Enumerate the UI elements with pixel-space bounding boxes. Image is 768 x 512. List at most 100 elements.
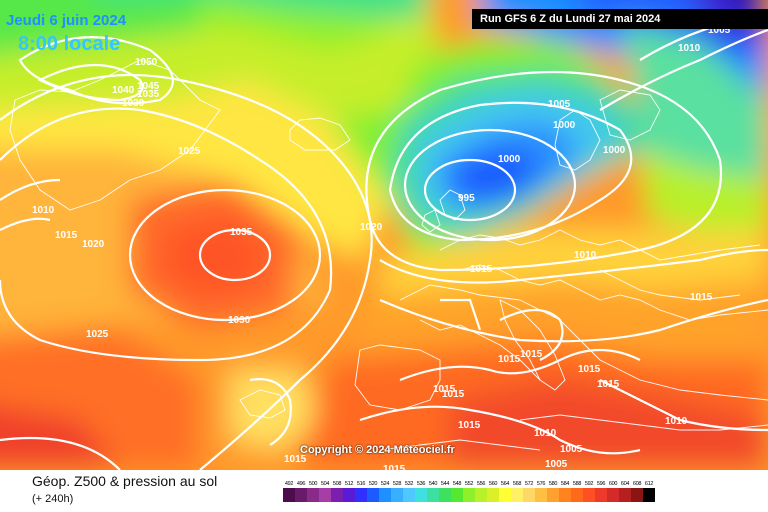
legend-swatch: [535, 488, 547, 502]
legend-tick-label: 528: [392, 481, 402, 487]
isobar-label: 1050: [135, 57, 158, 68]
legend-cell: 596: [595, 480, 607, 502]
legend-cell: 524: [379, 480, 391, 502]
legend-tick-label: 576: [536, 481, 546, 487]
legend-tick-label: 572: [524, 481, 534, 487]
legend-cell: 604: [619, 480, 631, 502]
legend-tick-label: 508: [332, 481, 342, 487]
isobar-label: 1005: [560, 444, 583, 455]
isobar-label: 1000: [603, 145, 626, 156]
legend-cell: 612: [643, 480, 655, 502]
legend-swatch: [523, 488, 535, 502]
isobar-label: 1005: [548, 99, 571, 110]
isobar-label: 1015: [433, 384, 456, 395]
forecast-time: 8:00 locale: [18, 33, 121, 55]
model-run-banner: Run GFS 6 Z du Lundi 27 mai 2024: [472, 9, 768, 29]
isobar-label: 1015: [470, 264, 493, 275]
isobar-label: 1010: [32, 205, 55, 216]
legend-cell: 560: [487, 480, 499, 502]
map-caption: Géop. Z500 & pression au sol: [32, 473, 218, 489]
legend-cell: 568: [511, 480, 523, 502]
legend-swatch: [511, 488, 523, 502]
legend-swatch: [439, 488, 451, 502]
isobar-label: 1015: [597, 379, 620, 390]
legend-tick-label: 564: [500, 481, 510, 487]
legend-cell: 532: [403, 480, 415, 502]
legend-cell: 508: [331, 480, 343, 502]
legend-cell: 572: [523, 480, 535, 502]
legend-cell: 504: [319, 480, 331, 502]
legend-tick-label: 552: [464, 481, 474, 487]
legend-swatch: [295, 488, 307, 502]
legend-tick-label: 540: [428, 481, 438, 487]
isobar-labels: 1050 1045 1040 1035 1030 1025 1010 1015 …: [32, 25, 731, 470]
copyright-notice: Copyright © 2024 Météociel.fr: [300, 444, 455, 456]
isobar-label: 1025: [178, 146, 201, 157]
isobar-label: 1015: [458, 420, 481, 431]
legend-cell: 520: [367, 480, 379, 502]
legend-cell: 580: [547, 480, 559, 502]
legend-tick-label: 516: [356, 481, 366, 487]
isobar-label: 1015: [442, 389, 465, 400]
isobar-label: 1035: [137, 89, 160, 100]
isobar-label: 1005: [545, 459, 568, 470]
isobar-label: 1000: [498, 154, 521, 165]
legend-cell: 548: [451, 480, 463, 502]
legend-tick-label: 556: [476, 481, 486, 487]
isobar-label: 1020: [82, 239, 105, 250]
legend-swatch: [343, 488, 355, 502]
weather-map: 1050 1045 1040 1035 1030 1025 1010 1015 …: [0, 0, 768, 470]
isobar-label: 1015: [498, 354, 521, 365]
legend-cell: 592: [583, 480, 595, 502]
legend-tick-label: 612: [644, 481, 654, 487]
legend-tick-label: 560: [488, 481, 498, 487]
legend-cell: 600: [607, 480, 619, 502]
legend-swatch: [583, 488, 595, 502]
legend-cell: 536: [415, 480, 427, 502]
legend-swatch: [607, 488, 619, 502]
isobar-label: 1015: [55, 230, 78, 241]
legend-swatch: [355, 488, 367, 502]
legend-swatch: [631, 488, 643, 502]
isobar-label: 1010: [678, 43, 701, 54]
isobar-label: 1000: [553, 120, 576, 131]
legend-tick-label: 600: [608, 481, 618, 487]
forecast-date: Jeudi 6 juin 2024: [6, 12, 127, 29]
legend-swatch: [415, 488, 427, 502]
legend-swatch: [475, 488, 487, 502]
legend-swatch: [331, 488, 343, 502]
legend-cell: 576: [535, 480, 547, 502]
legend-tick-label: 588: [572, 481, 582, 487]
legend-swatch: [391, 488, 403, 502]
isobar-label: 1015: [520, 349, 543, 360]
legend-swatch: [571, 488, 583, 502]
legend-cell: 608: [631, 480, 643, 502]
isobar-label: 1020: [360, 222, 383, 233]
legend-tick-label: 548: [452, 481, 462, 487]
isobar-label: 1015: [690, 292, 713, 303]
legend-cell: 540: [427, 480, 439, 502]
isobar-label: 1025: [86, 329, 109, 340]
legend-cell: 588: [571, 480, 583, 502]
legend-tick-label: 604: [620, 481, 630, 487]
isobar-label: 1015: [578, 364, 601, 375]
map-canvas: 1050 1045 1040 1035 1030 1025 1010 1015 …: [0, 0, 768, 470]
legend-tick-label: 596: [596, 481, 606, 487]
legend-cell: 492: [283, 480, 295, 502]
legend-swatch: [487, 488, 499, 502]
legend-swatch: [559, 488, 571, 502]
legend-tick-label: 544: [440, 481, 450, 487]
isobar-label: 1030: [122, 98, 145, 109]
legend-tick-label: 520: [368, 481, 378, 487]
legend-cell: 584: [559, 480, 571, 502]
legend-tick-label: 500: [308, 481, 318, 487]
legend-tick-label: 504: [320, 481, 330, 487]
legend-tick-label: 512: [344, 481, 354, 487]
legend-cell: 500: [307, 480, 319, 502]
legend-cell: 528: [391, 480, 403, 502]
legend-tick-label: 532: [404, 481, 414, 487]
isobar-label: 1010: [665, 416, 688, 427]
legend-swatch: [643, 488, 655, 502]
isobar-label: 1010: [574, 250, 597, 261]
legend-cell: 552: [463, 480, 475, 502]
